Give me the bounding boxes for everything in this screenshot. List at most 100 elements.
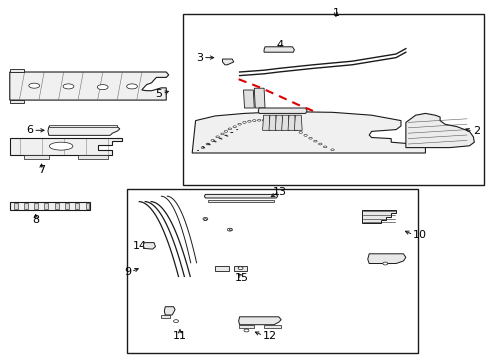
Polygon shape [49, 125, 117, 127]
Polygon shape [55, 203, 59, 209]
Ellipse shape [205, 143, 209, 145]
Ellipse shape [313, 140, 316, 142]
Ellipse shape [219, 138, 221, 139]
Ellipse shape [221, 133, 224, 135]
Polygon shape [264, 325, 281, 328]
Polygon shape [34, 203, 38, 209]
Ellipse shape [202, 147, 203, 148]
Ellipse shape [49, 142, 73, 150]
Text: 13: 13 [272, 186, 286, 197]
Polygon shape [405, 113, 473, 148]
Text: 1: 1 [332, 8, 339, 18]
Polygon shape [238, 317, 281, 325]
Polygon shape [264, 47, 294, 52]
Text: 15: 15 [235, 273, 248, 283]
Polygon shape [207, 200, 273, 202]
Polygon shape [48, 127, 120, 135]
Ellipse shape [212, 140, 214, 141]
Text: 9: 9 [123, 267, 131, 277]
Ellipse shape [208, 144, 210, 145]
Polygon shape [254, 88, 264, 108]
Ellipse shape [203, 219, 206, 220]
Ellipse shape [288, 126, 292, 128]
Polygon shape [24, 203, 28, 209]
Text: 11: 11 [173, 330, 186, 341]
Ellipse shape [382, 262, 387, 265]
Ellipse shape [237, 123, 241, 125]
Ellipse shape [197, 150, 199, 151]
Text: 5: 5 [155, 89, 162, 99]
Polygon shape [204, 194, 277, 198]
Ellipse shape [298, 131, 302, 133]
Ellipse shape [224, 130, 227, 132]
Ellipse shape [274, 121, 277, 123]
Polygon shape [192, 112, 425, 153]
Ellipse shape [318, 143, 321, 145]
Polygon shape [268, 115, 276, 130]
Ellipse shape [227, 128, 231, 130]
Polygon shape [361, 210, 395, 223]
Polygon shape [85, 203, 89, 209]
Ellipse shape [214, 141, 216, 142]
Polygon shape [258, 108, 306, 113]
Polygon shape [281, 115, 289, 130]
Ellipse shape [63, 84, 74, 89]
Polygon shape [294, 115, 302, 130]
Polygon shape [367, 254, 405, 264]
Ellipse shape [229, 229, 232, 230]
Ellipse shape [203, 147, 204, 148]
Polygon shape [14, 203, 18, 209]
Ellipse shape [227, 228, 232, 231]
Polygon shape [10, 69, 24, 72]
Polygon shape [238, 325, 254, 328]
Polygon shape [65, 203, 69, 209]
Ellipse shape [266, 120, 270, 122]
Ellipse shape [224, 135, 226, 136]
Text: 7: 7 [38, 165, 45, 175]
Text: 6: 6 [26, 125, 33, 135]
Ellipse shape [29, 83, 40, 88]
Ellipse shape [207, 143, 209, 144]
Ellipse shape [231, 132, 233, 133]
Polygon shape [44, 203, 48, 209]
Polygon shape [10, 202, 90, 210]
Polygon shape [233, 266, 246, 271]
Ellipse shape [126, 84, 137, 89]
Ellipse shape [244, 329, 248, 332]
Text: 3: 3 [196, 53, 203, 63]
Polygon shape [10, 138, 122, 155]
Bar [183, 14, 483, 185]
Ellipse shape [257, 119, 261, 121]
Ellipse shape [238, 267, 243, 270]
Ellipse shape [213, 140, 215, 141]
Ellipse shape [236, 129, 238, 130]
Bar [127, 189, 417, 353]
Ellipse shape [247, 120, 251, 122]
Polygon shape [143, 243, 155, 249]
Ellipse shape [323, 146, 326, 148]
Text: 4: 4 [276, 40, 283, 50]
Ellipse shape [252, 120, 256, 122]
Text: 12: 12 [263, 330, 277, 341]
Ellipse shape [173, 320, 178, 323]
Ellipse shape [97, 85, 108, 90]
Ellipse shape [201, 147, 204, 149]
Ellipse shape [203, 217, 207, 220]
Ellipse shape [218, 138, 220, 139]
Text: 2: 2 [472, 126, 479, 136]
Polygon shape [262, 115, 270, 130]
Polygon shape [10, 100, 24, 103]
Polygon shape [215, 266, 228, 271]
Ellipse shape [279, 122, 282, 124]
Polygon shape [222, 59, 233, 65]
Text: 10: 10 [412, 230, 427, 240]
Polygon shape [287, 115, 295, 130]
Text: 14: 14 [132, 240, 146, 251]
Polygon shape [243, 90, 254, 108]
Polygon shape [75, 203, 79, 209]
Ellipse shape [216, 136, 219, 138]
Ellipse shape [262, 119, 265, 121]
Ellipse shape [242, 121, 245, 123]
Ellipse shape [232, 126, 236, 128]
Polygon shape [164, 307, 175, 315]
